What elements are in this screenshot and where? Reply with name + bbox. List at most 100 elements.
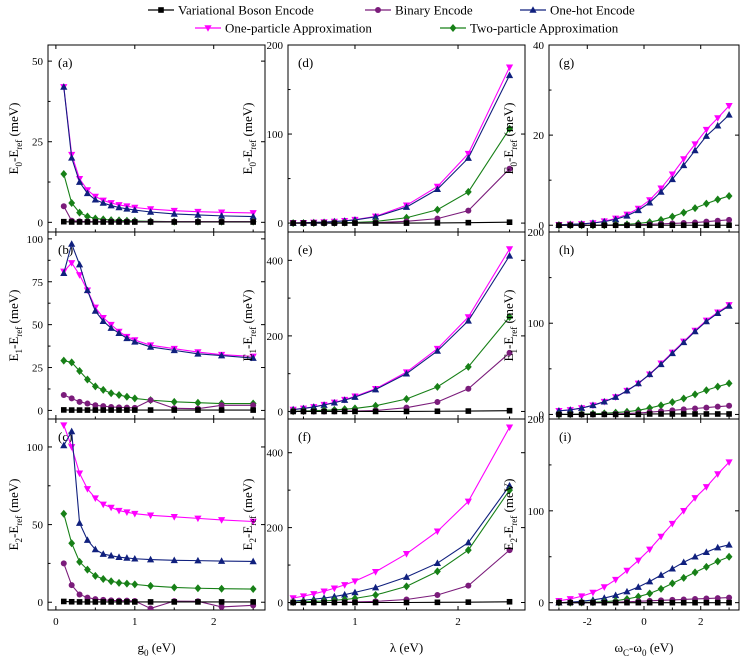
series-twoparticle xyxy=(289,313,513,416)
data-point-variational xyxy=(132,407,138,413)
data-point-variational xyxy=(692,411,698,417)
series-onehot xyxy=(289,71,514,226)
series-oneparticle xyxy=(60,260,257,361)
data-point-onehot xyxy=(702,132,710,139)
data-point-variational xyxy=(68,219,75,225)
data-point-variational xyxy=(124,219,130,225)
data-point-onehot xyxy=(505,252,514,259)
data-point-onehot xyxy=(310,403,318,410)
series-line-onehot xyxy=(558,114,730,226)
series-onehot xyxy=(289,481,514,604)
data-point-onehot xyxy=(99,317,107,325)
data-point-onehot xyxy=(249,212,257,220)
series-line-twoparticle xyxy=(293,316,510,412)
data-point-onehot xyxy=(578,404,586,411)
data-point-twoparticle xyxy=(107,389,115,398)
y-axis-title-part: E xyxy=(501,166,516,174)
data-point-onehot xyxy=(680,558,688,566)
data-point-twoparticle xyxy=(194,584,202,593)
y-axis-title: E2-Eref (meV) xyxy=(6,479,24,551)
data-point-variational xyxy=(726,222,732,229)
legend-item-oneparticle: One-particle Approximation xyxy=(195,21,372,36)
data-point-oneparticle xyxy=(371,569,380,576)
data-point-variational xyxy=(465,599,472,605)
series-line-onehot xyxy=(558,305,730,412)
data-point-variational xyxy=(108,407,114,413)
data-point-twoparticle xyxy=(60,509,68,518)
y-tick-label: 0 xyxy=(539,409,545,421)
data-point-onehot xyxy=(170,346,178,354)
data-point-variational xyxy=(60,598,67,605)
data-point-variational xyxy=(635,599,642,606)
data-point-variational xyxy=(100,219,107,225)
y-axis-title-part: -E xyxy=(501,526,516,538)
y-axis-title-part: (meV) xyxy=(6,290,21,327)
data-point-onehot xyxy=(702,317,710,325)
data-point-variational xyxy=(331,599,338,606)
data-point-binary xyxy=(147,397,154,404)
data-point-variational xyxy=(116,219,122,225)
data-point-binary xyxy=(680,406,687,413)
data-point-onehot xyxy=(623,211,631,219)
data-point-oneparticle xyxy=(612,576,620,584)
data-point-onehot xyxy=(680,338,688,346)
data-point-onehot xyxy=(60,269,68,276)
data-point-variational xyxy=(646,411,653,417)
x-tick-label: 2 xyxy=(698,616,704,628)
y-axis-title-subscript: 2 xyxy=(509,538,519,543)
data-point-variational xyxy=(147,599,154,605)
data-point-onehot xyxy=(623,587,631,595)
legend-marker-variational xyxy=(158,7,164,13)
y-axis-title-subscript: 0 xyxy=(248,162,258,167)
data-point-onehot xyxy=(691,146,699,154)
data-point-onehot xyxy=(170,210,178,217)
y-axis-title-part: -E xyxy=(6,337,21,349)
data-point-variational xyxy=(84,599,91,605)
data-point-twoparticle xyxy=(123,579,131,588)
data-point-twoparticle xyxy=(76,557,83,566)
data-point-onehot xyxy=(68,427,76,435)
data-point-binary xyxy=(434,399,441,405)
legend-item-twoparticle: Two-particle Approximation xyxy=(440,21,619,36)
data-point-binary xyxy=(68,395,75,402)
y-tick-label: 400 xyxy=(267,255,284,267)
series-line-binary xyxy=(293,168,510,224)
data-point-twoparticle xyxy=(714,195,722,204)
data-point-oneparticle xyxy=(714,115,722,122)
series-onehot xyxy=(60,240,257,361)
data-point-twoparticle xyxy=(464,187,472,196)
data-point-onehot xyxy=(218,212,226,219)
data-point-variational xyxy=(132,599,138,605)
data-point-binary xyxy=(506,349,513,356)
y-axis-title: E0-Eref (meV) xyxy=(6,103,24,175)
data-point-variational xyxy=(556,411,562,418)
y-axis-title-subscript: ref xyxy=(248,516,258,526)
data-point-onehot xyxy=(107,324,115,331)
data-point-twoparticle xyxy=(218,584,225,593)
series-oneparticle xyxy=(60,84,257,217)
data-point-twoparticle xyxy=(680,573,688,582)
data-point-variational xyxy=(703,411,710,417)
data-point-variational xyxy=(147,219,154,225)
data-point-variational xyxy=(578,411,585,418)
panel-label: (d) xyxy=(298,55,313,70)
y-axis-title-subscript: ref xyxy=(14,140,24,150)
y-tick-label: 400 xyxy=(267,448,284,460)
y-tick-label: 0 xyxy=(278,406,284,418)
legend-label-binary: Binary Encode xyxy=(395,3,473,18)
data-point-variational xyxy=(372,408,379,415)
data-point-variational xyxy=(300,220,307,226)
y-axis-title-subscript: 2 xyxy=(248,538,258,543)
y-tick-label: 0 xyxy=(539,598,545,610)
data-point-variational xyxy=(506,219,513,226)
data-point-twoparticle xyxy=(170,583,178,592)
data-point-twoparticle xyxy=(464,362,472,371)
data-point-onehot xyxy=(341,396,349,403)
data-point-oneparticle xyxy=(505,64,514,72)
data-point-onehot xyxy=(566,406,574,413)
series-line-twoparticle xyxy=(63,513,254,590)
data-point-onehot xyxy=(371,213,380,220)
data-point-oneparticle xyxy=(115,507,123,515)
data-point-twoparticle xyxy=(506,124,513,133)
series-line-oneparticle xyxy=(293,248,511,411)
